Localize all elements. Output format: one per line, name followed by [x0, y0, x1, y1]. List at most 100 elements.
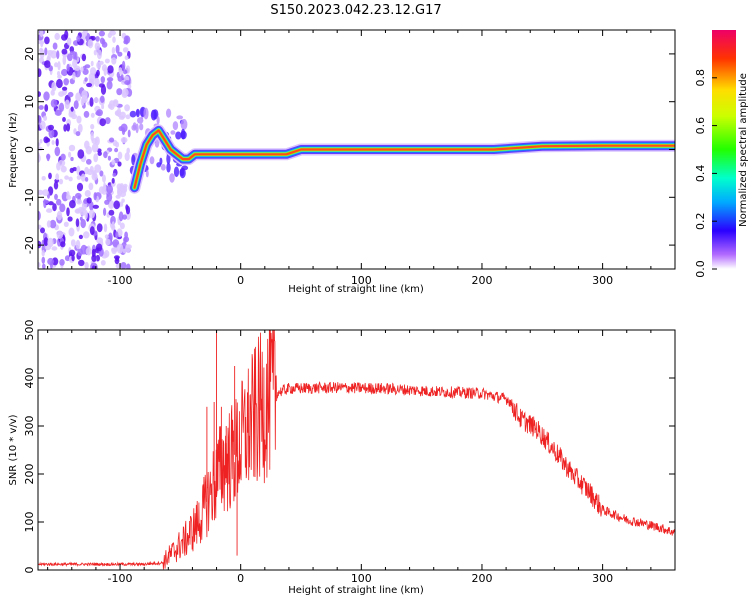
noise-speckle — [54, 193, 58, 200]
noise-speckle — [55, 173, 60, 181]
noise-speckle — [39, 47, 44, 53]
x-tick-label: 300 — [592, 572, 613, 585]
colorbar-axis: 0.0 0.2 0.4 0.6 0.8 — [694, 69, 717, 278]
noise-speckle — [77, 149, 85, 159]
noise-speckle — [67, 53, 73, 62]
x-tick-label: 0 — [237, 274, 244, 287]
noise-speckle — [106, 77, 114, 82]
noise-speckle — [88, 182, 94, 191]
noise-speckle — [106, 184, 113, 194]
noise-speckle — [95, 111, 101, 116]
noise-speckle — [75, 218, 80, 228]
noise-speckle — [38, 105, 44, 110]
noise-speckle — [41, 249, 45, 257]
noise-speckle — [66, 37, 72, 46]
noise-speckle — [107, 155, 111, 161]
noise-speckle — [75, 239, 81, 250]
noise-speckle — [78, 259, 85, 267]
noise-speckle — [115, 141, 120, 148]
noise-speckle — [115, 256, 119, 262]
noise-speckle — [58, 102, 65, 113]
snr-x-axis-title: Height of straight line (km) — [288, 585, 424, 596]
colorbar-tick-label: 0.2 — [694, 212, 707, 230]
noise-speckle — [46, 208, 53, 213]
noise-speckle — [90, 60, 94, 67]
noise-speckle — [78, 234, 83, 240]
noise-speckle — [56, 230, 63, 239]
x-tick-label: 200 — [471, 274, 492, 287]
noise-speckle — [87, 39, 94, 49]
noise-speckle — [96, 61, 102, 69]
noise-speckle — [47, 257, 54, 266]
noise-speckle — [51, 140, 55, 145]
noise-speckle — [46, 153, 50, 162]
noise-speckle — [181, 165, 189, 171]
colorbar-tick-label: 0.4 — [694, 165, 707, 183]
y-tick-label: 20 — [23, 47, 36, 61]
noise-speckle — [42, 189, 49, 197]
noise-speckle — [80, 97, 85, 106]
noise-speckle — [46, 50, 54, 55]
colorbar-gradient — [712, 30, 736, 269]
noise-speckle — [98, 30, 105, 37]
noise-speckle — [103, 223, 108, 233]
noise-speckle — [124, 231, 128, 239]
snr-axes: -100 0 100 200 300 0 100 200 300 400 500 — [23, 320, 676, 585]
noise-speckle — [48, 201, 54, 206]
noise-speckle — [67, 91, 74, 98]
noise-speckle — [91, 143, 99, 153]
noise-speckle — [94, 42, 101, 51]
spectrogram-y-axis-title: Frequency (Hz) — [8, 112, 19, 188]
x-tick-label: -100 — [108, 274, 133, 287]
noise-speckle — [125, 244, 131, 253]
noise-speckle — [117, 161, 122, 167]
noise-speckle — [114, 110, 121, 117]
noise-speckle — [70, 239, 76, 247]
noise-speckle — [53, 181, 59, 190]
colorbar-tick-label: 0.8 — [694, 69, 707, 87]
noise-speckle — [112, 172, 117, 177]
noise-speckle — [116, 243, 124, 254]
noise-speckle — [66, 123, 71, 132]
noise-speckle — [111, 247, 117, 255]
noise-speckle — [76, 35, 81, 42]
y-tick-label: 500 — [23, 320, 36, 341]
y-tick-label: 0 — [23, 146, 36, 153]
noise-speckle — [56, 71, 61, 76]
noise-speckle — [56, 50, 60, 60]
noise-speckle — [69, 200, 76, 209]
noise-speckle — [56, 210, 63, 221]
noise-speckle — [98, 83, 105, 88]
noise-speckle — [91, 172, 98, 181]
noise-speckle — [100, 95, 105, 103]
noise-speckle — [121, 60, 126, 71]
noise-speckle — [118, 69, 124, 75]
noise-speckle — [54, 32, 60, 41]
noise-speckle — [115, 231, 119, 239]
noise-speckle — [55, 138, 59, 147]
noise-speckle — [44, 36, 50, 45]
noise-speckle — [108, 200, 115, 209]
noise-speckle — [93, 192, 97, 201]
noise-speckle — [38, 210, 41, 221]
noise-speckle — [57, 60, 61, 71]
noise-speckle — [60, 165, 67, 173]
noise-speckle — [75, 208, 80, 214]
noise-speckle — [111, 47, 116, 55]
noise-speckle — [45, 137, 51, 143]
noise-speckle — [56, 78, 63, 89]
noise-speckle — [38, 224, 42, 230]
noise-speckle — [71, 254, 75, 262]
noise-speckle — [91, 138, 98, 145]
noise-speckle — [107, 32, 112, 38]
noise-speckle — [84, 177, 89, 182]
noise-speckle — [119, 111, 126, 119]
noise-speckle — [125, 114, 131, 120]
noise-speckle — [38, 115, 42, 124]
noise-speckle — [107, 103, 113, 109]
noise-speckle — [118, 211, 124, 222]
noise-speckle — [103, 182, 107, 192]
frequency-ridge-0 — [128, 124, 675, 194]
